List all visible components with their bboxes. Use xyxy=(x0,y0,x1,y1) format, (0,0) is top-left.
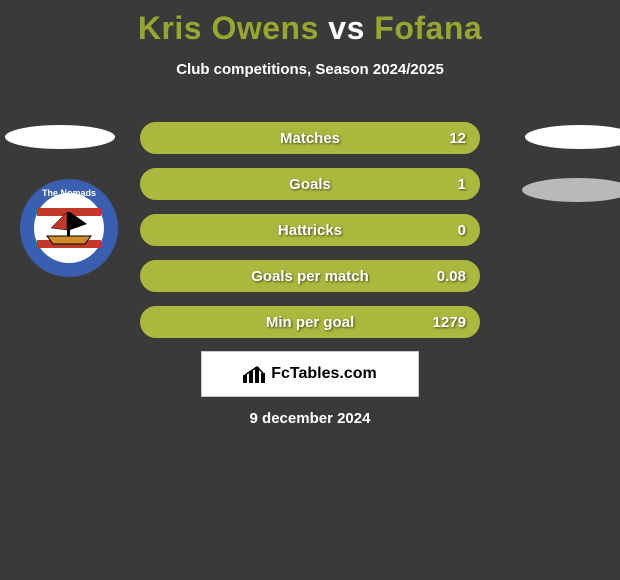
stat-label: Min per goal xyxy=(266,314,354,331)
left-ellipse xyxy=(5,125,115,149)
stat-label: Matches xyxy=(280,130,340,147)
stat-bar-matches: Matches 12 xyxy=(140,122,480,154)
vs-text: vs xyxy=(328,10,365,46)
stat-value: 1 xyxy=(458,176,466,193)
stat-label: Hattricks xyxy=(278,222,342,239)
stat-bar-min-per-goal: Min per goal 1279 xyxy=(140,306,480,338)
brand-box[interactable]: FcTables.com xyxy=(201,351,419,397)
stat-value: 0 xyxy=(458,222,466,239)
date: 9 december 2024 xyxy=(0,410,620,427)
right-ellipse-1 xyxy=(525,125,620,149)
stat-bar-hattricks: Hattricks 0 xyxy=(140,214,480,246)
stat-bar-goals: Goals 1 xyxy=(140,168,480,200)
stat-bar-goals-per-match: Goals per match 0.08 xyxy=(140,260,480,292)
subtitle: Club competitions, Season 2024/2025 xyxy=(0,61,620,78)
comparison-title: Kris Owens vs Fofana xyxy=(0,0,620,47)
brand-name: FcTables.com xyxy=(271,365,377,383)
stat-value: 1279 xyxy=(433,314,466,331)
right-ellipse-2 xyxy=(522,178,620,202)
club-badge-icon: The Nomads xyxy=(19,178,119,278)
stat-label: Goals per match xyxy=(251,268,369,285)
stat-label: Goals xyxy=(289,176,331,193)
stat-value: 0.08 xyxy=(437,268,466,285)
svg-text:The Nomads: The Nomads xyxy=(42,188,96,198)
bars-icon xyxy=(243,365,265,383)
stats-container: Matches 12 Goals 1 Hattricks 0 Goals per… xyxy=(140,122,480,352)
stat-value: 12 xyxy=(449,130,466,147)
player1-name: Kris Owens xyxy=(138,10,319,46)
club-badge: The Nomads xyxy=(19,178,119,278)
player2-name: Fofana xyxy=(374,10,482,46)
